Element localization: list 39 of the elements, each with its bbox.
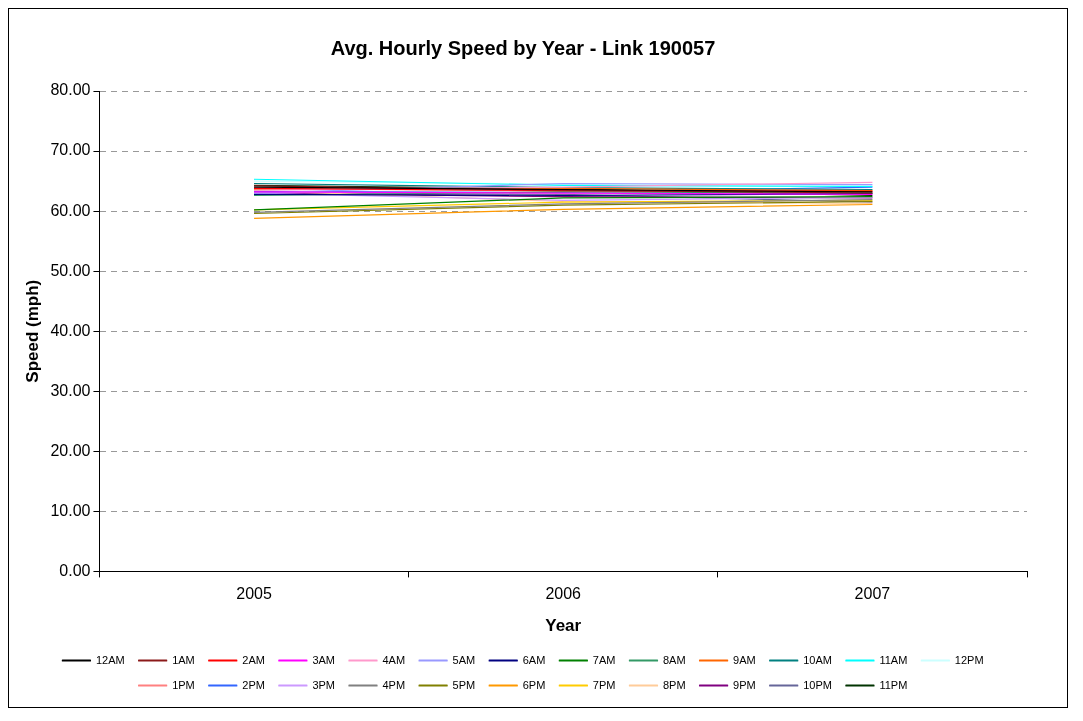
legend-label: 6PM — [522, 678, 546, 691]
y-tick-label: 60.00 — [50, 201, 91, 219]
legend-label: 5PM — [452, 678, 476, 691]
x-tick-label: 2007 — [854, 585, 891, 603]
y-tick-label: 80.00 — [50, 81, 91, 99]
y-tick-label: 40.00 — [50, 321, 91, 339]
y-tick-label: 70.00 — [50, 141, 91, 159]
legend-label: 10AM — [803, 653, 832, 666]
x-tick-label: 2006 — [545, 585, 582, 603]
legend-label: 7AM — [592, 653, 616, 666]
legend-label: 6AM — [522, 653, 546, 666]
x-tick-label: 2005 — [236, 585, 272, 603]
legend-label: 11AM — [879, 653, 908, 666]
legend-label: 2AM — [242, 653, 265, 666]
y-tick-label: 30.00 — [50, 381, 91, 399]
legend-label: 2PM — [242, 678, 265, 691]
legend-label: 3PM — [312, 678, 335, 691]
y-axis-title: Speed (mph) — [22, 279, 42, 383]
legend-label: 1PM — [172, 678, 195, 691]
legend-label: 9PM — [733, 678, 756, 691]
y-tick-label: 0.00 — [59, 561, 91, 579]
legend-label: 7PM — [592, 678, 616, 691]
legend-label: 12AM — [95, 653, 125, 666]
legend-label: 9AM — [733, 653, 756, 666]
y-tick-label: 50.00 — [50, 261, 91, 279]
legend-label: 4AM — [382, 653, 406, 666]
chart-title: Avg. Hourly Speed by Year - Link 190057 — [330, 36, 716, 59]
legend-label: 12PM — [954, 653, 984, 666]
legend-label: 3AM — [312, 653, 335, 666]
legend-label: 1AM — [172, 653, 195, 666]
legend-label: 8AM — [662, 653, 686, 666]
legend-label: 8PM — [662, 678, 686, 691]
x-axis-title: Year — [545, 616, 582, 636]
legend-label: 11PM — [879, 678, 908, 691]
legend-label: 5AM — [452, 653, 476, 666]
y-tick-label: 20.00 — [50, 441, 91, 459]
legend-label: 10PM — [803, 678, 832, 691]
y-tick-label: 10.00 — [50, 501, 91, 519]
legend-label: 4PM — [382, 678, 406, 691]
